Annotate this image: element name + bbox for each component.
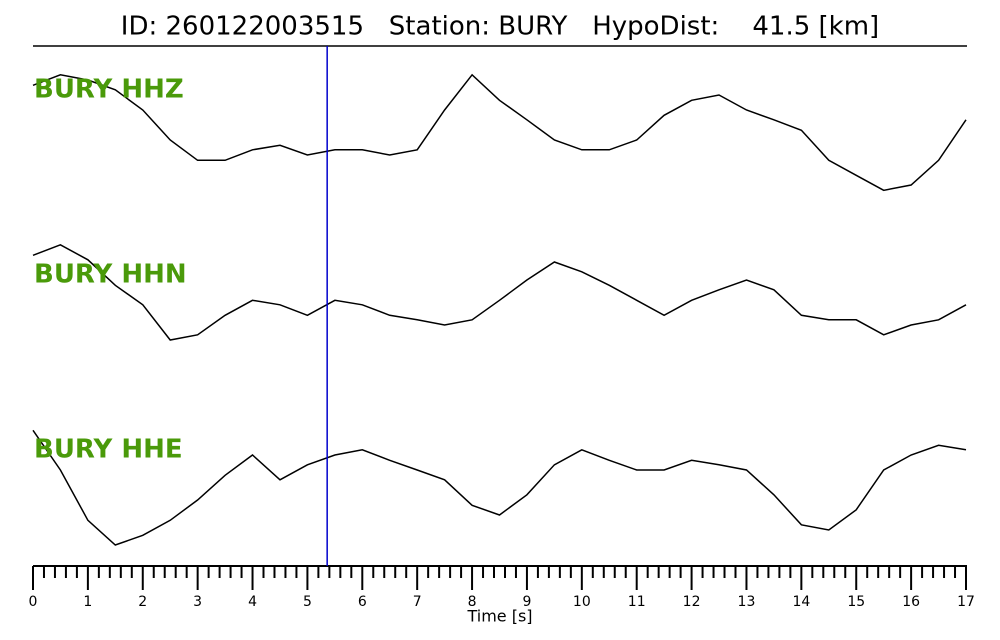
x-tick-label: 1 — [83, 594, 92, 610]
trace — [32, 73, 967, 192]
x-tick-label: 4 — [248, 594, 257, 610]
trace-label: BURY HHN — [34, 260, 187, 290]
x-tick-label: 0 — [29, 594, 38, 610]
x-tick-label: 9 — [522, 594, 531, 610]
trace-label: BURY HHE — [34, 435, 183, 465]
x-tick-label: 10 — [573, 594, 591, 610]
x-tick-label: 14 — [792, 594, 810, 610]
x-tick-label: 2 — [138, 594, 147, 610]
x-tick-label: 6 — [358, 594, 367, 610]
x-axis-label: Time [s] — [466, 607, 532, 626]
x-tick-label: 3 — [193, 594, 202, 610]
x-tick-label: 5 — [303, 594, 312, 610]
x-tick-label: 12 — [683, 594, 701, 610]
trace — [32, 243, 967, 341]
x-tick-label: 13 — [738, 594, 756, 610]
x-tick-label: 11 — [628, 594, 646, 610]
x-tick-label: 7 — [413, 594, 422, 610]
trace — [32, 429, 967, 546]
x-tick-label: 17 — [957, 594, 975, 610]
chart-title: ID: 260122003515 Station: BURY HypoDist:… — [121, 12, 879, 42]
x-tick-label: 8 — [468, 594, 477, 610]
trace-label: BURY HHZ — [34, 75, 184, 105]
x-tick-label: 16 — [902, 594, 920, 610]
x-tick-label: 15 — [847, 594, 865, 610]
